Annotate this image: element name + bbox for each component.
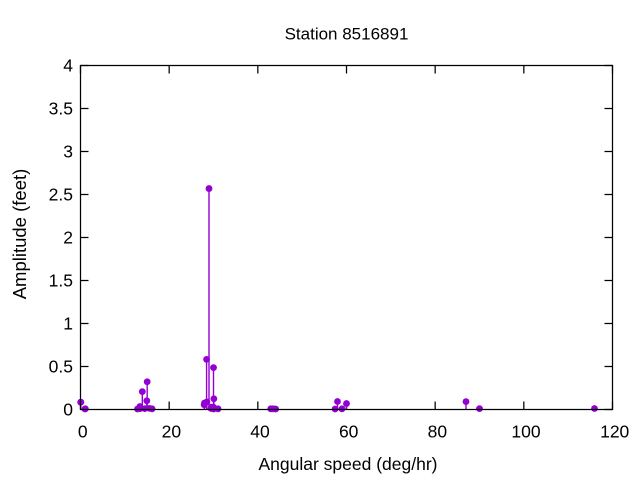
svg-text:Angular speed (deg/hr): Angular speed (deg/hr) <box>259 454 438 474</box>
svg-text:2.5: 2.5 <box>49 185 73 205</box>
svg-text:3: 3 <box>63 142 73 162</box>
svg-text:0.5: 0.5 <box>49 357 73 377</box>
svg-text:3.5: 3.5 <box>49 99 73 119</box>
svg-text:40: 40 <box>250 422 270 442</box>
svg-text:0: 0 <box>78 422 88 442</box>
svg-text:Station 8516891: Station 8516891 <box>285 25 409 44</box>
svg-text:120: 120 <box>600 422 629 442</box>
svg-text:60: 60 <box>339 422 359 442</box>
svg-text:0: 0 <box>63 400 73 420</box>
svg-text:2: 2 <box>63 228 73 248</box>
svg-text:80: 80 <box>428 422 448 442</box>
svg-text:1: 1 <box>63 314 73 334</box>
svg-text:1.5: 1.5 <box>49 271 73 291</box>
svg-text:4: 4 <box>63 56 73 76</box>
svg-text:100: 100 <box>511 422 540 442</box>
svg-text:20: 20 <box>162 422 182 442</box>
svg-text:Amplitude (feet): Amplitude (feet) <box>9 169 30 300</box>
